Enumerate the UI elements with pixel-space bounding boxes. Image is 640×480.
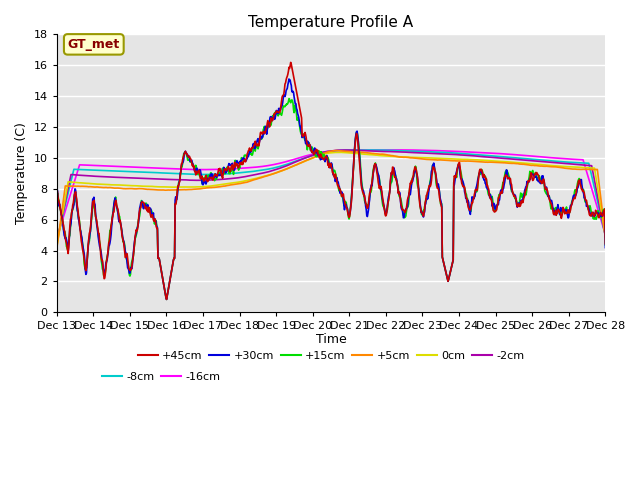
Legend: -8cm, -16cm: -8cm, -16cm [97, 367, 225, 386]
+45cm [163, 297, 170, 302]
+30cm [584, 203, 591, 209]
-8cm [155, 170, 163, 176]
+5cm [583, 167, 591, 172]
+15cm [575, 176, 583, 181]
+15cm [155, 255, 163, 261]
Line: +30cm: +30cm [57, 79, 605, 300]
-2cm [341, 147, 349, 153]
+45cm [281, 81, 289, 87]
+30cm [285, 76, 293, 82]
Title: Temperature Profile A: Temperature Profile A [248, 15, 413, 30]
+15cm [281, 104, 289, 109]
+30cm [53, 227, 61, 232]
-8cm [79, 167, 87, 173]
-2cm [602, 234, 609, 240]
X-axis label: Time: Time [316, 333, 346, 346]
0cm [280, 167, 288, 173]
+30cm [377, 187, 385, 193]
Line: 0cm: 0cm [57, 152, 605, 247]
+45cm [155, 255, 163, 261]
+5cm [280, 167, 288, 173]
-8cm [369, 147, 377, 153]
Line: +15cm: +15cm [57, 98, 605, 300]
-2cm [377, 148, 385, 154]
Line: -8cm: -8cm [57, 150, 605, 241]
-16cm [372, 147, 380, 153]
-16cm [53, 236, 61, 241]
0cm [79, 180, 87, 186]
-16cm [575, 156, 582, 162]
-16cm [377, 147, 385, 153]
-8cm [53, 238, 61, 244]
+15cm [377, 191, 385, 196]
-2cm [583, 162, 591, 168]
-8cm [377, 147, 385, 153]
-2cm [79, 173, 87, 179]
-16cm [155, 165, 163, 171]
+15cm [163, 297, 170, 302]
+30cm [281, 94, 289, 99]
+5cm [602, 233, 609, 239]
Y-axis label: Temperature (C): Temperature (C) [15, 122, 28, 224]
+5cm [155, 187, 163, 193]
+15cm [79, 244, 87, 250]
-2cm [53, 240, 61, 246]
Line: -2cm: -2cm [57, 150, 605, 243]
+30cm [79, 244, 87, 250]
+15cm [602, 242, 609, 248]
+45cm [377, 184, 385, 190]
0cm [377, 153, 385, 158]
+45cm [53, 225, 61, 231]
0cm [583, 165, 591, 170]
0cm [155, 184, 163, 190]
-8cm [583, 160, 591, 166]
-2cm [280, 164, 288, 169]
+45cm [287, 60, 294, 65]
+5cm [377, 151, 385, 157]
-16cm [602, 231, 609, 237]
-8cm [575, 160, 582, 166]
Line: +45cm: +45cm [57, 62, 605, 300]
+30cm [155, 255, 163, 261]
-16cm [583, 170, 591, 176]
+5cm [79, 183, 87, 189]
0cm [602, 234, 609, 240]
-16cm [280, 159, 288, 165]
+5cm [575, 167, 582, 172]
+30cm [602, 245, 609, 251]
-16cm [79, 162, 87, 168]
-8cm [602, 233, 609, 239]
+45cm [584, 202, 591, 208]
+45cm [602, 241, 609, 247]
+5cm [53, 246, 61, 252]
0cm [337, 149, 345, 155]
+15cm [584, 204, 591, 209]
0cm [53, 244, 61, 250]
+45cm [79, 249, 87, 254]
+45cm [575, 178, 583, 184]
-2cm [155, 176, 163, 182]
Line: +5cm: +5cm [57, 151, 605, 249]
+15cm [285, 96, 293, 101]
0cm [575, 164, 582, 170]
-8cm [280, 162, 288, 168]
+15cm [53, 228, 61, 233]
+5cm [333, 148, 340, 154]
+30cm [163, 297, 170, 302]
-2cm [575, 162, 582, 168]
Text: GT_met: GT_met [68, 38, 120, 51]
+30cm [575, 180, 583, 185]
Line: -16cm: -16cm [57, 150, 605, 239]
